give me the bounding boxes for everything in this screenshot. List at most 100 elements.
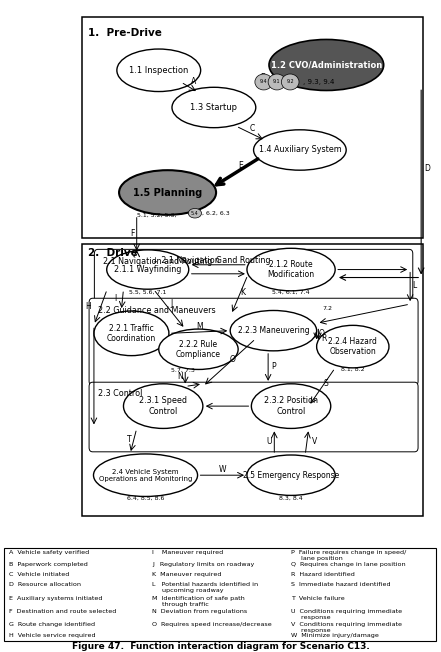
Ellipse shape bbox=[255, 74, 273, 90]
Text: 1.3 Startup: 1.3 Startup bbox=[191, 103, 237, 112]
Text: 2.5 Emergency Response: 2.5 Emergency Response bbox=[243, 471, 339, 480]
Text: 1.5 Planning: 1.5 Planning bbox=[133, 188, 202, 198]
Text: 1.  Pre-Drive: 1. Pre-Drive bbox=[88, 28, 162, 38]
Text: Figure 47.  Function interaction diagram for Scenario C13.: Figure 47. Function interaction diagram … bbox=[71, 642, 370, 651]
Text: V  Conditions requiring immediate
     response: V Conditions requiring immediate respons… bbox=[291, 622, 402, 633]
Text: W  Minimize injury/damage: W Minimize injury/damage bbox=[291, 633, 379, 638]
Text: E  Auxiliary systems initiated: E Auxiliary systems initiated bbox=[9, 596, 102, 601]
Text: J: J bbox=[170, 299, 172, 308]
Text: U  Conditions requiring immediate
     response: U Conditions requiring immediate respons… bbox=[291, 609, 402, 620]
FancyBboxPatch shape bbox=[82, 243, 423, 516]
Text: H  Vehicle service required: H Vehicle service required bbox=[9, 633, 95, 638]
Text: L: L bbox=[412, 281, 417, 290]
Text: I    Maneuver required: I Maneuver required bbox=[152, 550, 224, 556]
Text: 5.1, 5.2, 5.3,: 5.1, 5.2, 5.3, bbox=[137, 213, 176, 217]
Text: D: D bbox=[425, 164, 430, 173]
Text: 9.2: 9.2 bbox=[286, 80, 294, 85]
Text: A  Vehicle safety verified: A Vehicle safety verified bbox=[9, 550, 89, 556]
Text: G  Route change identified: G Route change identified bbox=[9, 622, 95, 627]
Text: ↓ 2.1 Navigation and Routing: ↓ 2.1 Navigation and Routing bbox=[152, 256, 271, 265]
Text: , 6.2, 6.3: , 6.2, 6.3 bbox=[202, 211, 230, 216]
Ellipse shape bbox=[317, 325, 389, 368]
Ellipse shape bbox=[247, 455, 335, 496]
Text: O: O bbox=[230, 355, 236, 364]
Text: P: P bbox=[271, 363, 276, 371]
Text: 6.4, 8.5, 8.6: 6.4, 8.5, 8.6 bbox=[127, 496, 164, 501]
Text: 5.7, 7.3: 5.7, 7.3 bbox=[171, 368, 195, 373]
Text: 2.1 Navigation and Routing: 2.1 Navigation and Routing bbox=[103, 258, 213, 266]
Text: 2.2.2 Rule
Compliance: 2.2.2 Rule Compliance bbox=[176, 340, 221, 359]
Ellipse shape bbox=[123, 384, 203, 428]
Text: R  Hazard identified: R Hazard identified bbox=[291, 572, 355, 577]
FancyBboxPatch shape bbox=[89, 298, 418, 385]
Text: 5.4: 5.4 bbox=[191, 211, 199, 216]
Ellipse shape bbox=[119, 170, 216, 215]
Text: P  Failure requires change in speed/
     lane position: P Failure requires change in speed/ lane… bbox=[291, 550, 406, 561]
Text: N  Deviation from regulations: N Deviation from regulations bbox=[152, 609, 247, 614]
Text: K: K bbox=[240, 288, 245, 297]
Text: H: H bbox=[85, 303, 91, 311]
Ellipse shape bbox=[254, 130, 346, 170]
Text: W: W bbox=[218, 466, 226, 475]
Text: 2.3.1 Speed
Control: 2.3.1 Speed Control bbox=[139, 396, 187, 416]
Text: F: F bbox=[130, 230, 135, 239]
Text: R: R bbox=[321, 334, 327, 343]
Text: U: U bbox=[266, 437, 272, 446]
Text: 8.1, 8.2: 8.1, 8.2 bbox=[341, 366, 365, 372]
Ellipse shape bbox=[281, 74, 299, 90]
Text: J   Regulatory limits on roadway: J Regulatory limits on roadway bbox=[152, 561, 254, 567]
Ellipse shape bbox=[172, 87, 256, 128]
Text: 9.1: 9.1 bbox=[273, 80, 281, 85]
Text: 2.2.3 Maneuvering: 2.2.3 Maneuvering bbox=[238, 326, 309, 335]
Text: N: N bbox=[177, 372, 183, 381]
Ellipse shape bbox=[230, 310, 317, 351]
FancyBboxPatch shape bbox=[94, 249, 413, 303]
Text: Q: Q bbox=[319, 329, 325, 338]
Text: D  Resource allocation: D Resource allocation bbox=[9, 582, 81, 587]
Ellipse shape bbox=[117, 49, 201, 91]
Text: C  Vehicle initiated: C Vehicle initiated bbox=[9, 572, 69, 577]
Text: V: V bbox=[312, 437, 318, 446]
Text: T  Vehicle failure: T Vehicle failure bbox=[291, 596, 345, 601]
Text: , 9.3, 9.4: , 9.3, 9.4 bbox=[303, 79, 335, 85]
Text: 9.4: 9.4 bbox=[260, 80, 268, 85]
Text: M: M bbox=[196, 322, 203, 331]
Text: T: T bbox=[127, 435, 132, 444]
Text: 5.4, 6.1, 7.4: 5.4, 6.1, 7.4 bbox=[272, 290, 310, 295]
Text: 8.3, 8.4: 8.3, 8.4 bbox=[279, 496, 303, 501]
Text: 2.3.2 Position
Control: 2.3.2 Position Control bbox=[264, 396, 318, 416]
Text: 2.3 Control: 2.3 Control bbox=[98, 389, 142, 398]
Ellipse shape bbox=[107, 250, 189, 289]
Text: 7.2: 7.2 bbox=[322, 306, 332, 311]
Ellipse shape bbox=[93, 454, 198, 496]
Text: 2.2.1 Traffic
Coordination: 2.2.1 Traffic Coordination bbox=[107, 323, 156, 343]
Text: 2.  Drive: 2. Drive bbox=[88, 248, 138, 258]
Ellipse shape bbox=[188, 209, 202, 218]
Text: 2.1.2 Route
Modification: 2.1.2 Route Modification bbox=[268, 260, 314, 279]
Ellipse shape bbox=[269, 40, 384, 91]
Ellipse shape bbox=[251, 384, 331, 428]
Text: M  Identification of safe path
     through traffic: M Identification of safe path through tr… bbox=[152, 596, 245, 607]
Text: 1.2 CVO/Administration: 1.2 CVO/Administration bbox=[271, 61, 382, 70]
Text: L   Potential hazards identified in
     upcoming roadway: L Potential hazards identified in upcomi… bbox=[152, 582, 258, 593]
Text: I: I bbox=[114, 294, 117, 303]
Text: E: E bbox=[238, 162, 243, 170]
Text: C: C bbox=[250, 125, 255, 133]
Ellipse shape bbox=[247, 248, 335, 291]
FancyBboxPatch shape bbox=[89, 382, 418, 452]
Text: K  Maneuver required: K Maneuver required bbox=[152, 572, 222, 577]
Text: O  Requires speed increase/decrease: O Requires speed increase/decrease bbox=[152, 622, 272, 627]
Text: 1.4 Auxiliary System: 1.4 Auxiliary System bbox=[258, 145, 341, 155]
Text: 1.1 Inspection: 1.1 Inspection bbox=[129, 66, 188, 75]
Text: B  Paperwork completed: B Paperwork completed bbox=[9, 561, 88, 567]
Text: S: S bbox=[324, 379, 329, 389]
Text: S  Immediate hazard identified: S Immediate hazard identified bbox=[291, 582, 391, 587]
Text: A: A bbox=[191, 78, 196, 87]
Text: F  Destination and route selected: F Destination and route selected bbox=[9, 609, 116, 614]
Text: 2.1.1 Wayfinding: 2.1.1 Wayfinding bbox=[114, 265, 181, 274]
Text: Q  Requires change in lane position: Q Requires change in lane position bbox=[291, 561, 406, 567]
Text: B: B bbox=[260, 73, 265, 82]
Ellipse shape bbox=[94, 311, 169, 355]
FancyBboxPatch shape bbox=[82, 17, 423, 238]
Ellipse shape bbox=[159, 329, 238, 370]
